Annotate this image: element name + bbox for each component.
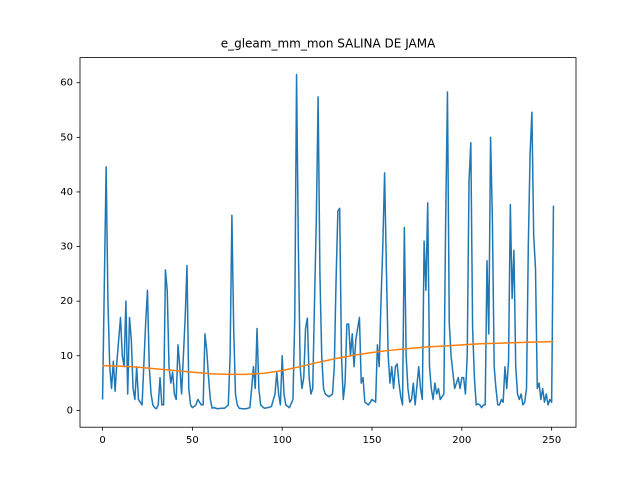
x-tick-label: 150 bbox=[362, 435, 381, 446]
y-tick-label: 20 bbox=[60, 296, 73, 307]
data-line bbox=[102, 340, 554, 376]
y-tick-label: 60 bbox=[60, 78, 73, 89]
y-tick-label: 0 bbox=[67, 405, 73, 416]
y-tick-label: 10 bbox=[60, 351, 73, 362]
data-line bbox=[101, 73, 555, 410]
plot-frame bbox=[79, 57, 577, 428]
x-tick-label: 100 bbox=[273, 435, 292, 446]
chart-title: e_gleam_mm_mon SALINA DE JAMA bbox=[221, 37, 436, 51]
y-tick-label: 30 bbox=[60, 242, 73, 253]
x-tick-label: 200 bbox=[452, 435, 471, 446]
x-tick-label: 250 bbox=[542, 435, 561, 446]
y-tick-label: 50 bbox=[60, 132, 73, 143]
y-tick-label: 40 bbox=[60, 187, 73, 198]
x-tick-label: 0 bbox=[99, 435, 105, 446]
x-tick-label: 50 bbox=[186, 435, 199, 446]
